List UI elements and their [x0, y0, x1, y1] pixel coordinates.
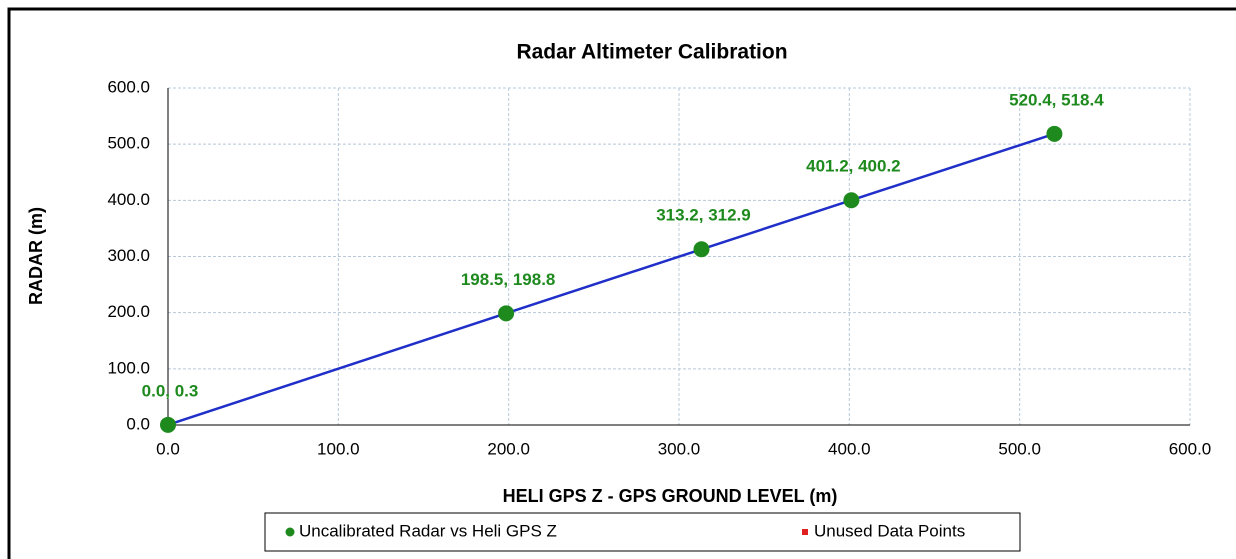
data-label: 520.4, 518.4	[1009, 90, 1104, 109]
x-tick-label: 400.0	[828, 439, 871, 458]
x-axis-label: HELI GPS Z - GPS GROUND LEVEL (m)	[503, 486, 838, 506]
y-tick-label: 200.0	[107, 302, 150, 321]
data-point	[843, 192, 860, 209]
legend-marker	[285, 527, 295, 537]
y-tick-label: 100.0	[107, 358, 150, 377]
legend-label: Unused Data Points	[814, 521, 965, 540]
legend-label: Uncalibrated Radar vs Heli GPS Z	[299, 521, 557, 540]
x-tick-label: 0.0	[156, 439, 180, 458]
data-point	[160, 416, 176, 433]
data-label: 401.2, 400.2	[806, 157, 901, 176]
x-tick-label: 600.0	[1169, 439, 1212, 458]
x-tick-label: 200.0	[487, 439, 530, 458]
data-label: 198.5, 198.8	[461, 270, 556, 289]
y-tick-label: 400.0	[107, 190, 150, 209]
x-tick-label: 300.0	[658, 439, 701, 458]
chart-title: Radar Altimeter Calibration	[516, 41, 787, 64]
data-label: 0.0, 0.3	[142, 381, 199, 400]
x-tick-label: 500.0	[998, 439, 1041, 458]
data-label: 313.2, 312.9	[656, 206, 751, 225]
legend	[264, 512, 1021, 552]
data-point	[498, 305, 515, 322]
y-tick-label: 500.0	[107, 134, 150, 153]
y-tick-label: 300.0	[107, 246, 150, 265]
chart-frame	[7, 7, 1236, 559]
y-axis-label: RADAR (m)	[26, 207, 46, 305]
data-point	[1046, 125, 1063, 142]
data-point	[693, 241, 710, 258]
legend-marker	[802, 529, 808, 535]
y-tick-label: 600.0	[107, 77, 150, 96]
x-tick-label: 100.0	[317, 439, 360, 458]
y-tick-label: 0.0	[126, 414, 150, 433]
